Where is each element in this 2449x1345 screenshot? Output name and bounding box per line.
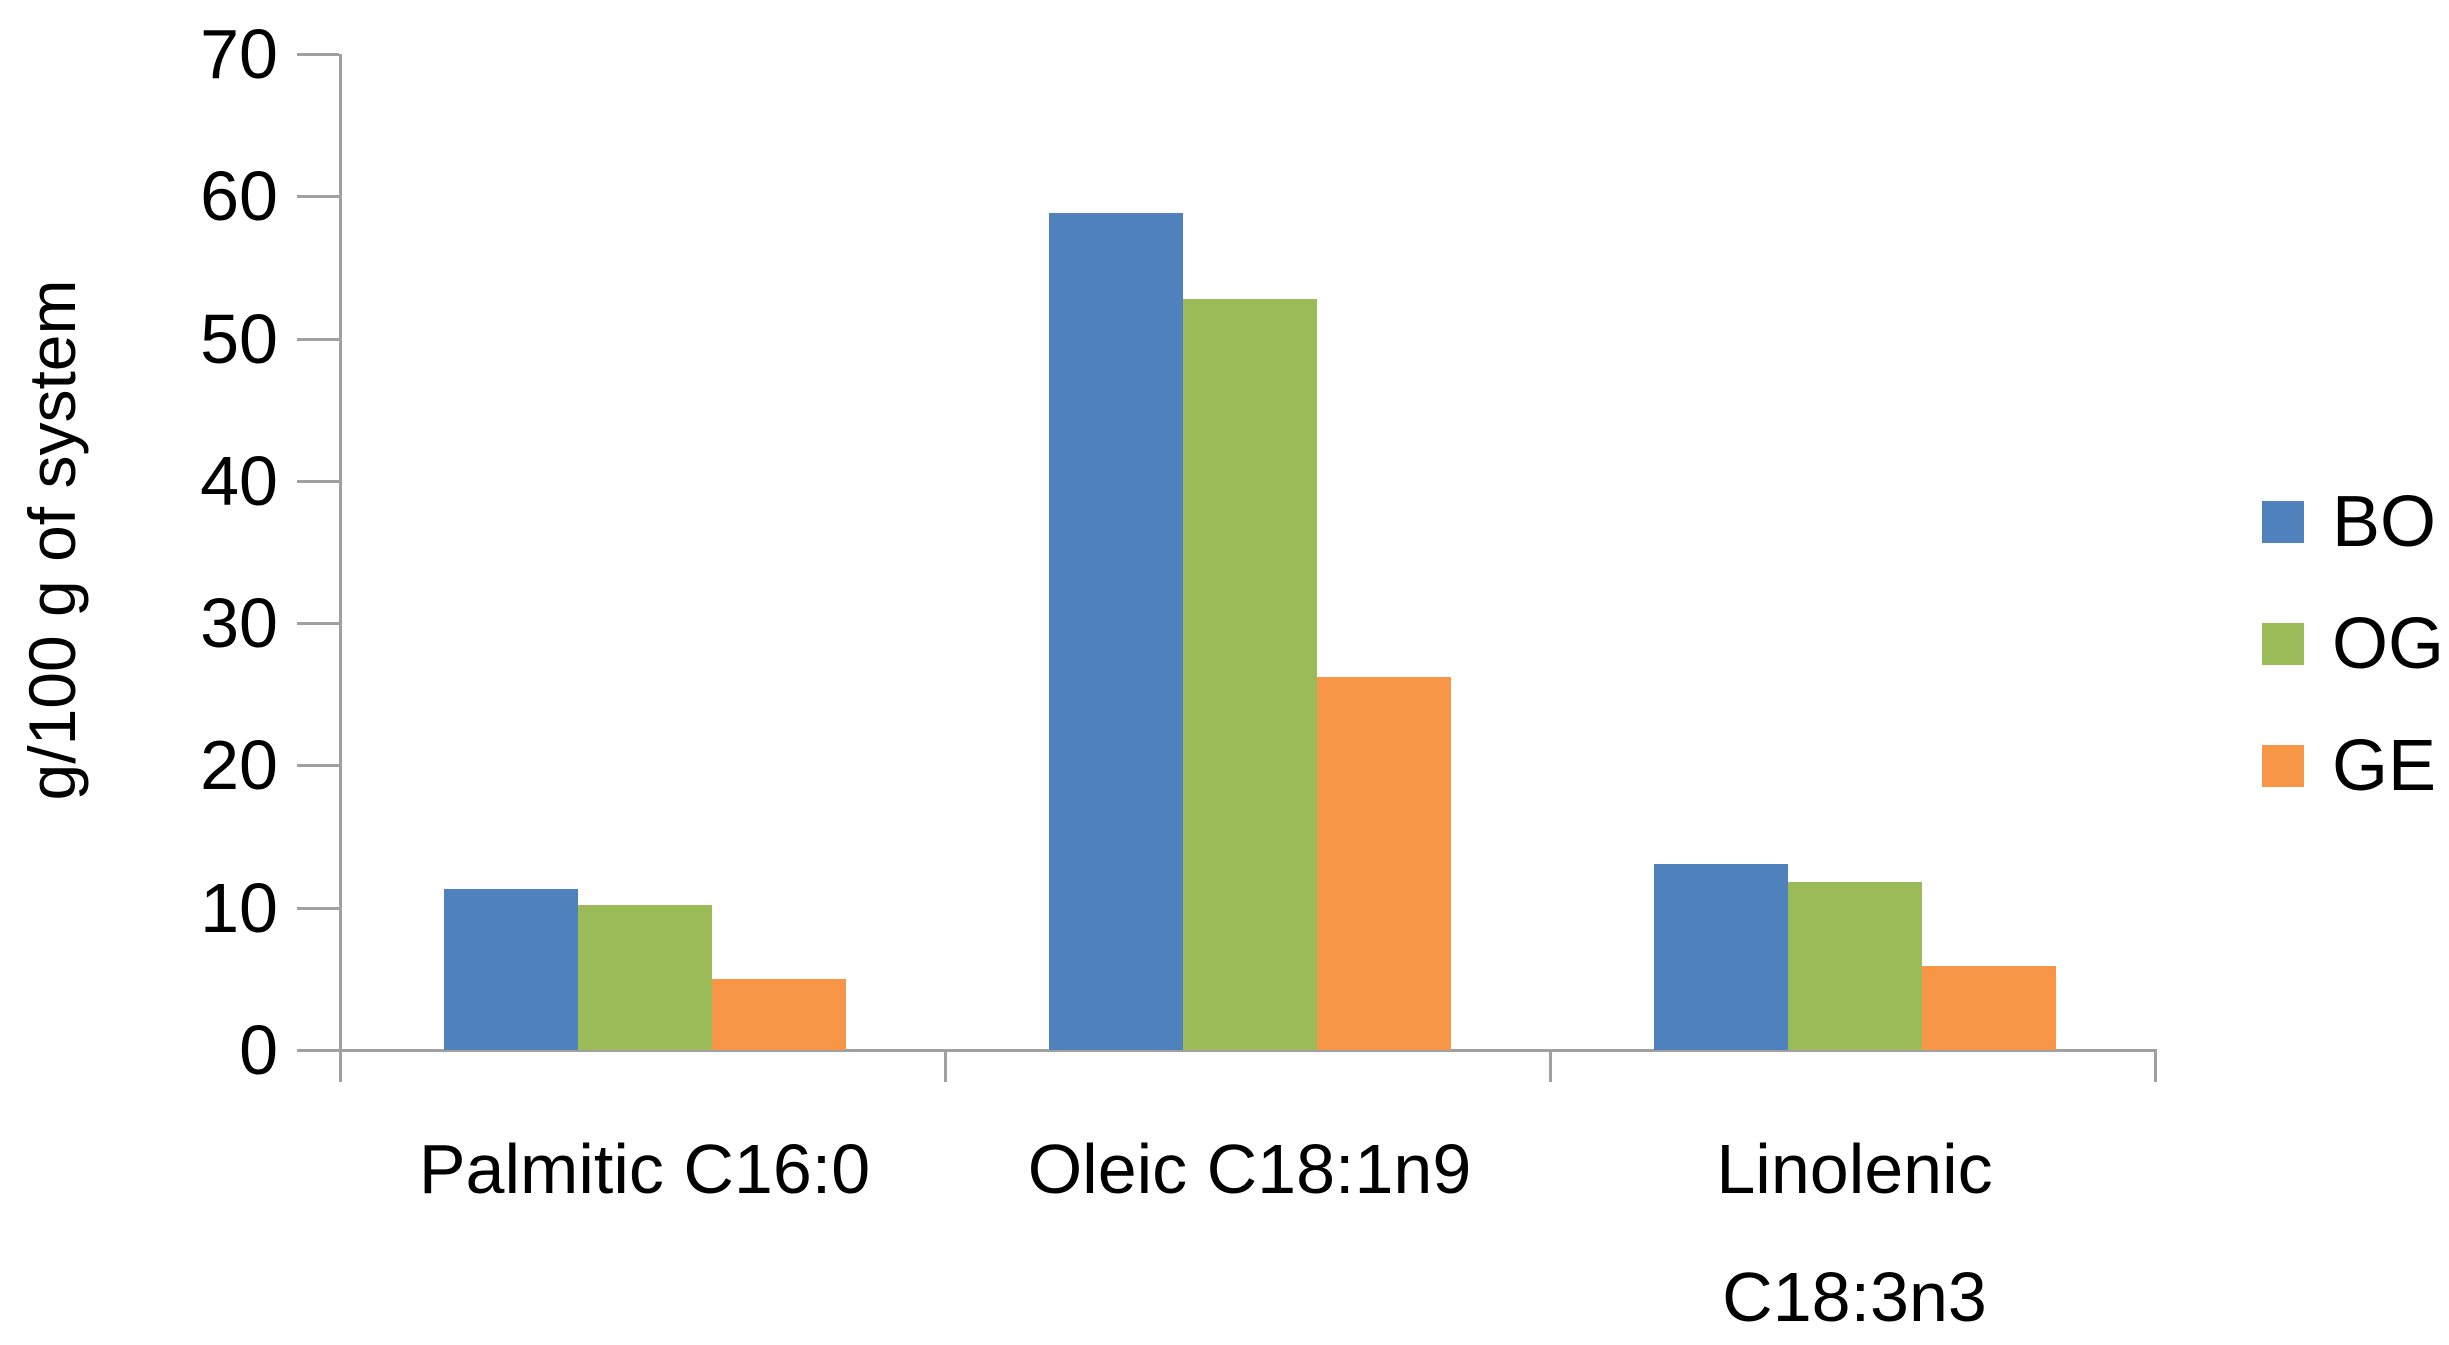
legend-swatch-GE: [2262, 745, 2304, 787]
y-axis-tick: [297, 53, 339, 56]
x-axis-tick: [2154, 1050, 2157, 1082]
y-tick-label: 30: [200, 584, 278, 663]
legend-label-BO: BO: [2332, 482, 2437, 562]
y-axis-tick: [297, 764, 339, 768]
bar-OG-0: [577, 904, 712, 1050]
bar-OG-1: [1182, 298, 1317, 1050]
y-axis-tick: [297, 906, 339, 910]
bar-GE-0: [711, 978, 846, 1050]
y-tick-label: 50: [200, 299, 278, 378]
legend-swatch-OG: [2262, 623, 2304, 665]
bar-BO-1: [1048, 213, 1183, 1050]
y-axis-tick: [297, 1049, 339, 1052]
category-label-line: Palmitic C16:0: [418, 1130, 871, 1208]
bar-GE-2: [1921, 966, 2056, 1050]
bar-BO-0: [443, 889, 578, 1050]
y-axis-tick: [297, 195, 339, 199]
bar-OG-2: [1787, 882, 1922, 1050]
y-tick-label: 20: [200, 726, 278, 805]
category-label: Linolenic C18:3n3: [1552, 1105, 2157, 1345]
category-label-line: C18:3n3: [1722, 1258, 1987, 1336]
y-tick-label: 40: [200, 441, 278, 520]
y-tick-label: 70: [200, 15, 278, 93]
x-axis-tick: [944, 1050, 947, 1082]
bar-BO-2: [1653, 863, 1788, 1050]
x-axis-line: [339, 1049, 2157, 1052]
y-axis-tick: [297, 479, 339, 483]
legend-label-OG: OG: [2332, 604, 2445, 684]
category-label-line: Oleic C18:1n9: [1027, 1130, 1472, 1208]
bar-GE-1: [1316, 677, 1451, 1050]
y-axis-tick: [297, 337, 339, 341]
category-label-line: Linolenic: [1716, 1130, 1993, 1208]
legend-item-OG: OG: [2262, 608, 2444, 680]
y-tick-label: 10: [200, 868, 278, 947]
legend-item-GE: GE: [2262, 730, 2436, 802]
category-label: Oleic C18:1n9: [947, 1105, 1552, 1233]
legend-label-GE: GE: [2332, 726, 2437, 806]
y-axis-line: [339, 54, 342, 1082]
y-tick-label: 60: [200, 157, 278, 236]
legend-swatch-BO: [2262, 501, 2304, 543]
category-label: Palmitic C16:0: [342, 1105, 947, 1233]
legend-item-BO: BO: [2262, 486, 2436, 558]
x-axis-tick: [1549, 1050, 1552, 1082]
y-axis-tick: [297, 622, 339, 626]
y-tick-label: 0: [239, 1011, 278, 1089]
